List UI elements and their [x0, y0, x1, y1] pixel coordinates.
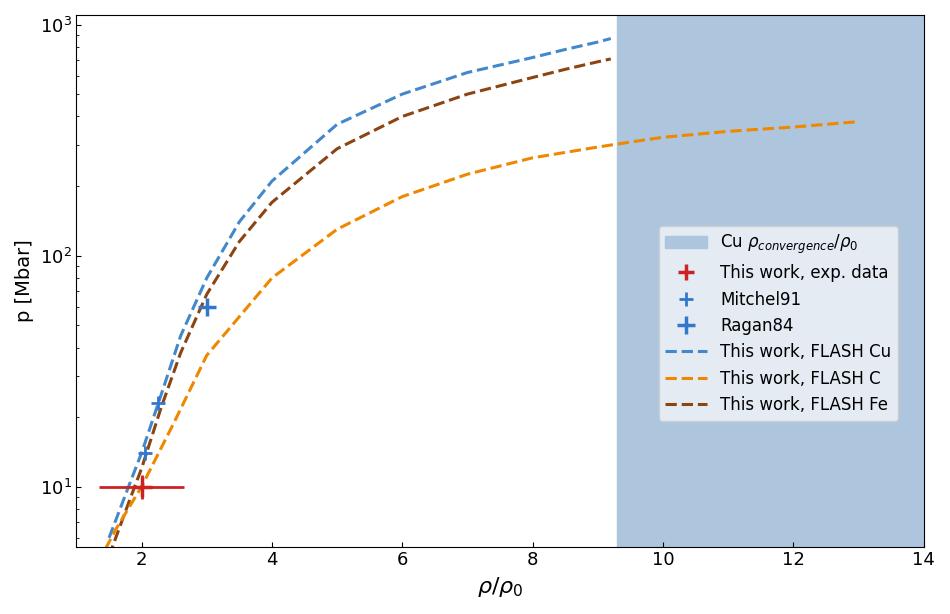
- X-axis label: $\rho/\rho_0$: $\rho/\rho_0$: [477, 575, 523, 599]
- Bar: [618, 15, 923, 546]
- Legend: Cu $\rho_{convergence}/\rho_0$, This work, exp. data, Mitchel91, Ragan84, This w: Cu $\rho_{convergence}/\rho_0$, This wor…: [659, 226, 899, 421]
- Y-axis label: p [Mbar]: p [Mbar]: [15, 239, 34, 322]
